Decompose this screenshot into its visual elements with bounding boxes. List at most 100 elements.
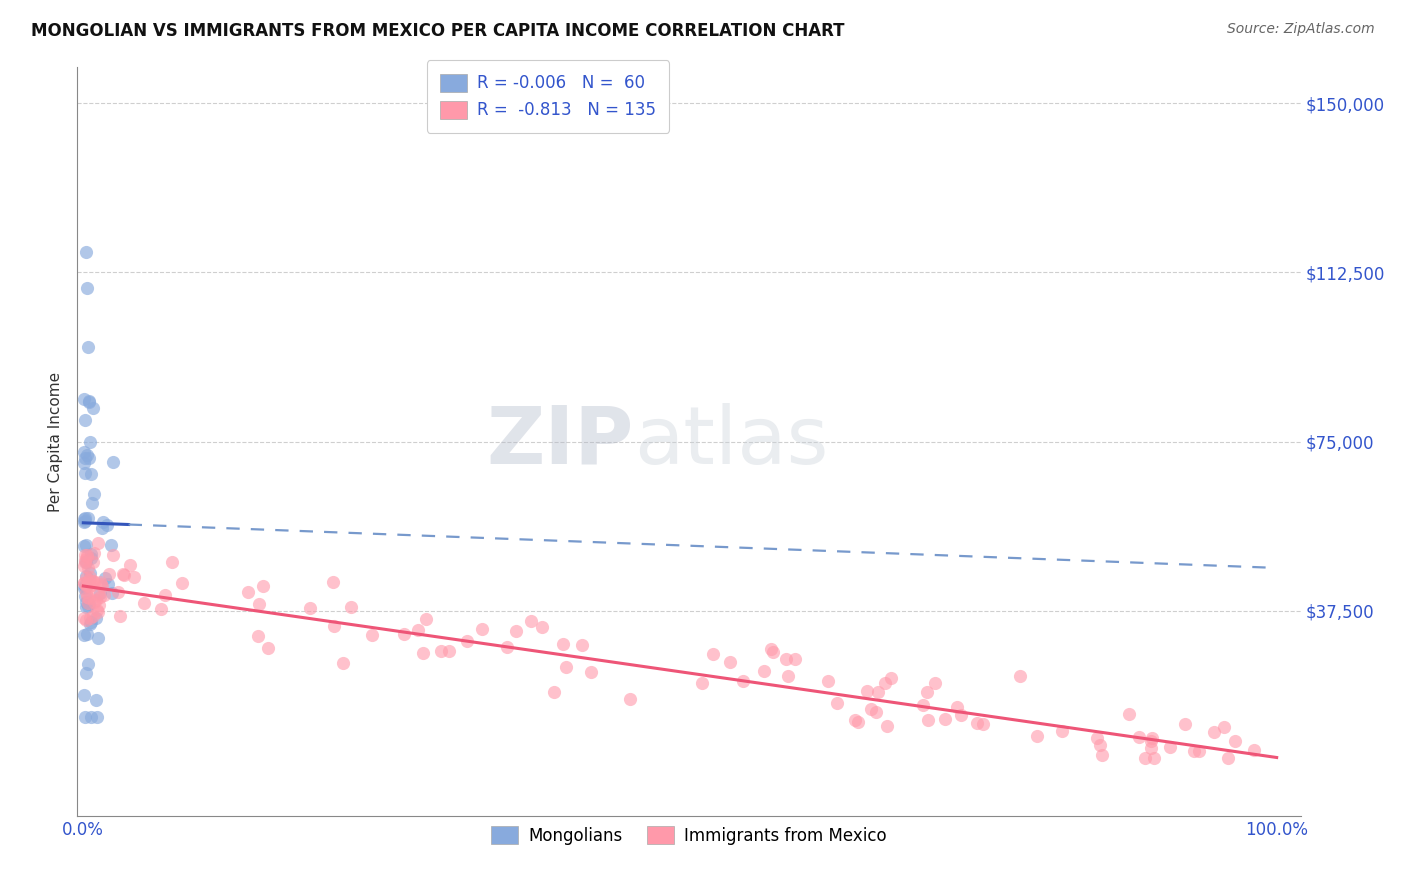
Point xyxy=(93,588,115,602)
Point xyxy=(80,547,103,561)
Point xyxy=(82,608,104,623)
Point xyxy=(83,546,105,560)
Point xyxy=(495,640,517,654)
Point xyxy=(76,448,98,462)
Point xyxy=(83,595,105,609)
Point xyxy=(619,691,641,706)
Point xyxy=(73,628,96,642)
Point xyxy=(1050,724,1073,739)
Point xyxy=(87,631,110,645)
Point xyxy=(75,589,97,603)
Point xyxy=(775,652,797,666)
Point xyxy=(77,579,100,593)
Point xyxy=(75,571,97,585)
Point xyxy=(75,569,97,583)
Point xyxy=(762,644,785,658)
Point xyxy=(1139,734,1161,748)
Point xyxy=(77,340,100,354)
Point xyxy=(83,574,105,589)
Point xyxy=(124,570,146,584)
Point xyxy=(73,515,96,529)
Point xyxy=(1174,717,1197,731)
Point xyxy=(73,413,96,427)
Point xyxy=(80,467,103,481)
Point xyxy=(93,571,115,585)
Point xyxy=(856,684,879,698)
Point xyxy=(79,569,101,583)
Point xyxy=(100,538,122,552)
Point xyxy=(406,623,429,637)
Point xyxy=(107,584,129,599)
Point xyxy=(77,657,100,672)
Point xyxy=(76,549,98,564)
Point xyxy=(80,710,103,724)
Point xyxy=(101,586,124,600)
Point xyxy=(759,642,782,657)
Point xyxy=(76,548,98,562)
Point xyxy=(77,599,100,613)
Point xyxy=(752,664,775,678)
Point xyxy=(860,702,883,716)
Point xyxy=(111,566,134,581)
Point xyxy=(77,511,100,525)
Point xyxy=(76,590,98,604)
Point xyxy=(360,628,382,642)
Point xyxy=(340,599,363,614)
Point xyxy=(531,620,554,634)
Point xyxy=(79,394,101,409)
Point xyxy=(1087,731,1109,746)
Point xyxy=(322,574,344,589)
Point xyxy=(392,627,415,641)
Point xyxy=(554,660,576,674)
Point xyxy=(247,629,270,643)
Point xyxy=(120,558,142,573)
Point xyxy=(75,599,97,614)
Point xyxy=(430,644,453,658)
Point xyxy=(82,496,104,510)
Point xyxy=(86,603,108,617)
Point xyxy=(89,598,111,612)
Point xyxy=(690,676,713,690)
Point xyxy=(73,553,96,567)
Point xyxy=(153,588,176,602)
Point xyxy=(844,713,866,727)
Point xyxy=(247,598,270,612)
Point xyxy=(846,714,869,729)
Point xyxy=(86,605,108,619)
Point xyxy=(873,676,896,690)
Point xyxy=(83,486,105,500)
Point xyxy=(785,652,807,666)
Point xyxy=(1223,734,1246,748)
Point xyxy=(73,580,96,594)
Point xyxy=(110,609,132,624)
Point xyxy=(73,512,96,526)
Point xyxy=(79,451,101,466)
Point xyxy=(75,613,97,627)
Point xyxy=(77,575,100,590)
Point xyxy=(73,539,96,553)
Point xyxy=(949,707,972,722)
Point xyxy=(73,457,96,471)
Point xyxy=(80,615,103,629)
Point xyxy=(73,445,96,459)
Point xyxy=(776,668,799,682)
Point xyxy=(1140,731,1163,746)
Point xyxy=(98,566,121,581)
Point xyxy=(79,617,101,632)
Point xyxy=(75,538,97,552)
Point xyxy=(73,576,96,591)
Point xyxy=(73,548,96,562)
Point xyxy=(76,281,98,295)
Point xyxy=(865,705,887,719)
Point xyxy=(89,590,111,604)
Point xyxy=(471,622,494,636)
Point xyxy=(924,675,946,690)
Point xyxy=(702,648,724,662)
Point xyxy=(817,673,839,688)
Point xyxy=(579,665,602,680)
Point xyxy=(415,611,437,625)
Point xyxy=(1188,744,1211,758)
Point xyxy=(412,646,434,660)
Point xyxy=(96,518,118,533)
Point xyxy=(103,549,125,563)
